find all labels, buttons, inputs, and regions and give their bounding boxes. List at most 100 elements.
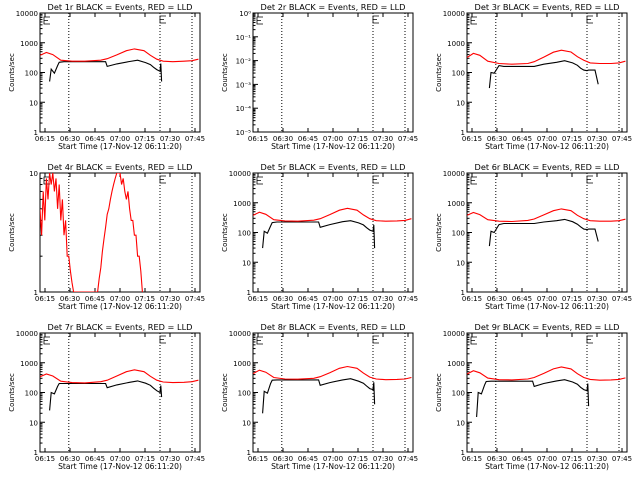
plot-frame — [252, 332, 414, 453]
x-tick-label: 07:00 — [110, 295, 130, 303]
series-line-lld — [40, 369, 199, 384]
x-tick-label: 07:45 — [185, 455, 205, 463]
x-tick-label: 07:00 — [537, 455, 557, 463]
x-tick-label: 06:30 — [273, 455, 293, 463]
x-tick-label: 07:45 — [398, 135, 418, 143]
series-line-lld — [467, 208, 626, 223]
x-tick-label: 07:30 — [373, 135, 393, 143]
y-tick-label: 10000 — [443, 330, 465, 338]
x-tick-label: 06:30 — [273, 135, 293, 143]
x-tick-label: 07:45 — [612, 295, 632, 303]
marker-glyph — [586, 175, 593, 184]
marker-glyph — [470, 16, 477, 25]
marker-glyph — [43, 16, 50, 25]
series-line-events — [49, 59, 163, 82]
marker-glyph — [159, 15, 166, 24]
x-tick-label: 07:15 — [348, 295, 368, 303]
x-tick-label: 06:30 — [487, 295, 507, 303]
x-tick-label: 07:45 — [612, 135, 632, 143]
chart-panel-6: Det 6r BLACK = Events, RED = LLD 1 10 100 10… — [435, 162, 632, 311]
y-tick-label: 10⁻⁴ — [236, 105, 252, 113]
x-tick-label: 07:00 — [110, 455, 130, 463]
series-line-events — [488, 60, 599, 89]
plot-frame — [252, 12, 414, 133]
x-tick-label: 06:45 — [85, 455, 105, 463]
y-axis-label: Counts/sec — [221, 53, 229, 92]
x-tick-label: 07:00 — [110, 135, 130, 143]
y-axis-label: Counts/sec — [8, 213, 16, 252]
y-tick-label: 10 — [456, 259, 465, 267]
marker-glyph — [586, 335, 593, 344]
x-tick-label: 07:45 — [398, 295, 418, 303]
x-tick-label: 07:30 — [587, 295, 607, 303]
x-tick-label: 06:15 — [35, 455, 55, 463]
y-axis-label: Counts/sec — [221, 373, 229, 412]
x-tick-label: 07:30 — [373, 455, 393, 463]
y-axis-label: Counts/sec — [8, 373, 16, 412]
y-tick-label: 10 — [29, 419, 38, 427]
x-tick-label: 06:45 — [512, 455, 532, 463]
y-axis-label: Counts/sec — [8, 53, 16, 92]
y-tick-label: 10⁰ — [239, 10, 251, 18]
x-tick-label: 06:15 — [35, 295, 55, 303]
x-tick-label: 07:00 — [323, 295, 343, 303]
x-tick-label: 07:30 — [160, 295, 180, 303]
chart-title: Det 1r BLACK = Events, RED = LLD — [48, 2, 193, 12]
y-axis-label: Counts/sec — [435, 213, 443, 252]
marker-glyph — [470, 176, 477, 185]
marker-glyph — [256, 16, 263, 25]
chart-panel-8: Det 8r BLACK = Events, RED = LLD 1 10 100 10… — [221, 322, 418, 471]
x-tick-label: 07:30 — [160, 455, 180, 463]
y-tick-label: 10000 — [229, 170, 251, 178]
x-tick-label: 07:45 — [398, 455, 418, 463]
y-tick-label: 10000 — [16, 10, 38, 18]
y-tick-label: 10 — [242, 259, 251, 267]
series-line-events — [262, 220, 376, 249]
x-tick-label: 06:30 — [273, 295, 293, 303]
y-tick-label: 1000 — [20, 40, 38, 48]
y-tick-label: 100 — [452, 70, 465, 78]
x-tick-label: 07:30 — [587, 135, 607, 143]
y-tick-label: 10 — [456, 419, 465, 427]
x-tick-label: 07:00 — [537, 135, 557, 143]
marker-glyph — [470, 336, 477, 345]
marker-glyph — [159, 335, 166, 344]
y-tick-label: 10000 — [229, 330, 251, 338]
series-line-lld — [467, 49, 626, 65]
x-tick-label: 07:45 — [612, 455, 632, 463]
marker-glyph — [372, 335, 379, 344]
y-tick-label: 100 — [238, 390, 251, 398]
y-axis-label: Counts/sec — [221, 213, 229, 252]
marker-glyph — [256, 336, 263, 345]
y-tick-label: 100 — [238, 230, 251, 238]
y-tick-label: 10 — [29, 99, 38, 107]
chart-panel-9: Det 9r BLACK = Events, RED = LLD 1 10 100 10… — [435, 322, 632, 471]
chart-panel-1: Det 1r BLACK = Events, RED = LLD 1 10 100 10… — [8, 2, 205, 151]
y-tick-label: 1 — [34, 129, 38, 137]
chart-panel-2: Det 2r BLACK = Events, RED = LLD 10⁻⁵ 10⁻⁴… — [221, 2, 418, 151]
x-tick-label: 06:30 — [60, 455, 80, 463]
x-axis-label: Start Time (17-Nov-12 06:11:20) — [58, 302, 182, 311]
chart-panel-3: Det 3r BLACK = Events, RED = LLD 1 10 100 10… — [435, 2, 632, 151]
marker-glyph — [372, 15, 379, 24]
x-tick-label: 06:45 — [512, 135, 532, 143]
marker-glyph — [586, 15, 593, 24]
chart-panel-4: Det 4r BLACK = Events, RED = LLD 1 10 06:15… — [8, 162, 205, 311]
y-tick-label: 1 — [461, 289, 465, 297]
chart-title: Det 6r BLACK = Events, RED = LLD — [475, 162, 620, 172]
x-axis-label: Start Time (17-Nov-12 06:11:20) — [58, 142, 182, 151]
x-tick-label: 07:15 — [348, 455, 368, 463]
x-tick-label: 07:15 — [562, 295, 582, 303]
y-axis-label: Counts/sec — [435, 53, 443, 92]
x-tick-label: 06:30 — [60, 135, 80, 143]
y-tick-label: 1 — [247, 449, 251, 457]
plot-frame — [466, 332, 628, 453]
x-tick-label: 07:45 — [185, 135, 205, 143]
chart-title: Det 5r BLACK = Events, RED = LLD — [261, 162, 406, 172]
x-axis-label: Start Time (17-Nov-12 06:11:20) — [271, 302, 395, 311]
x-tick-label: 06:15 — [248, 295, 268, 303]
series-line-lld — [253, 207, 412, 222]
y-tick-label: 10000 — [443, 170, 465, 178]
y-tick-label: 1000 — [233, 200, 251, 208]
